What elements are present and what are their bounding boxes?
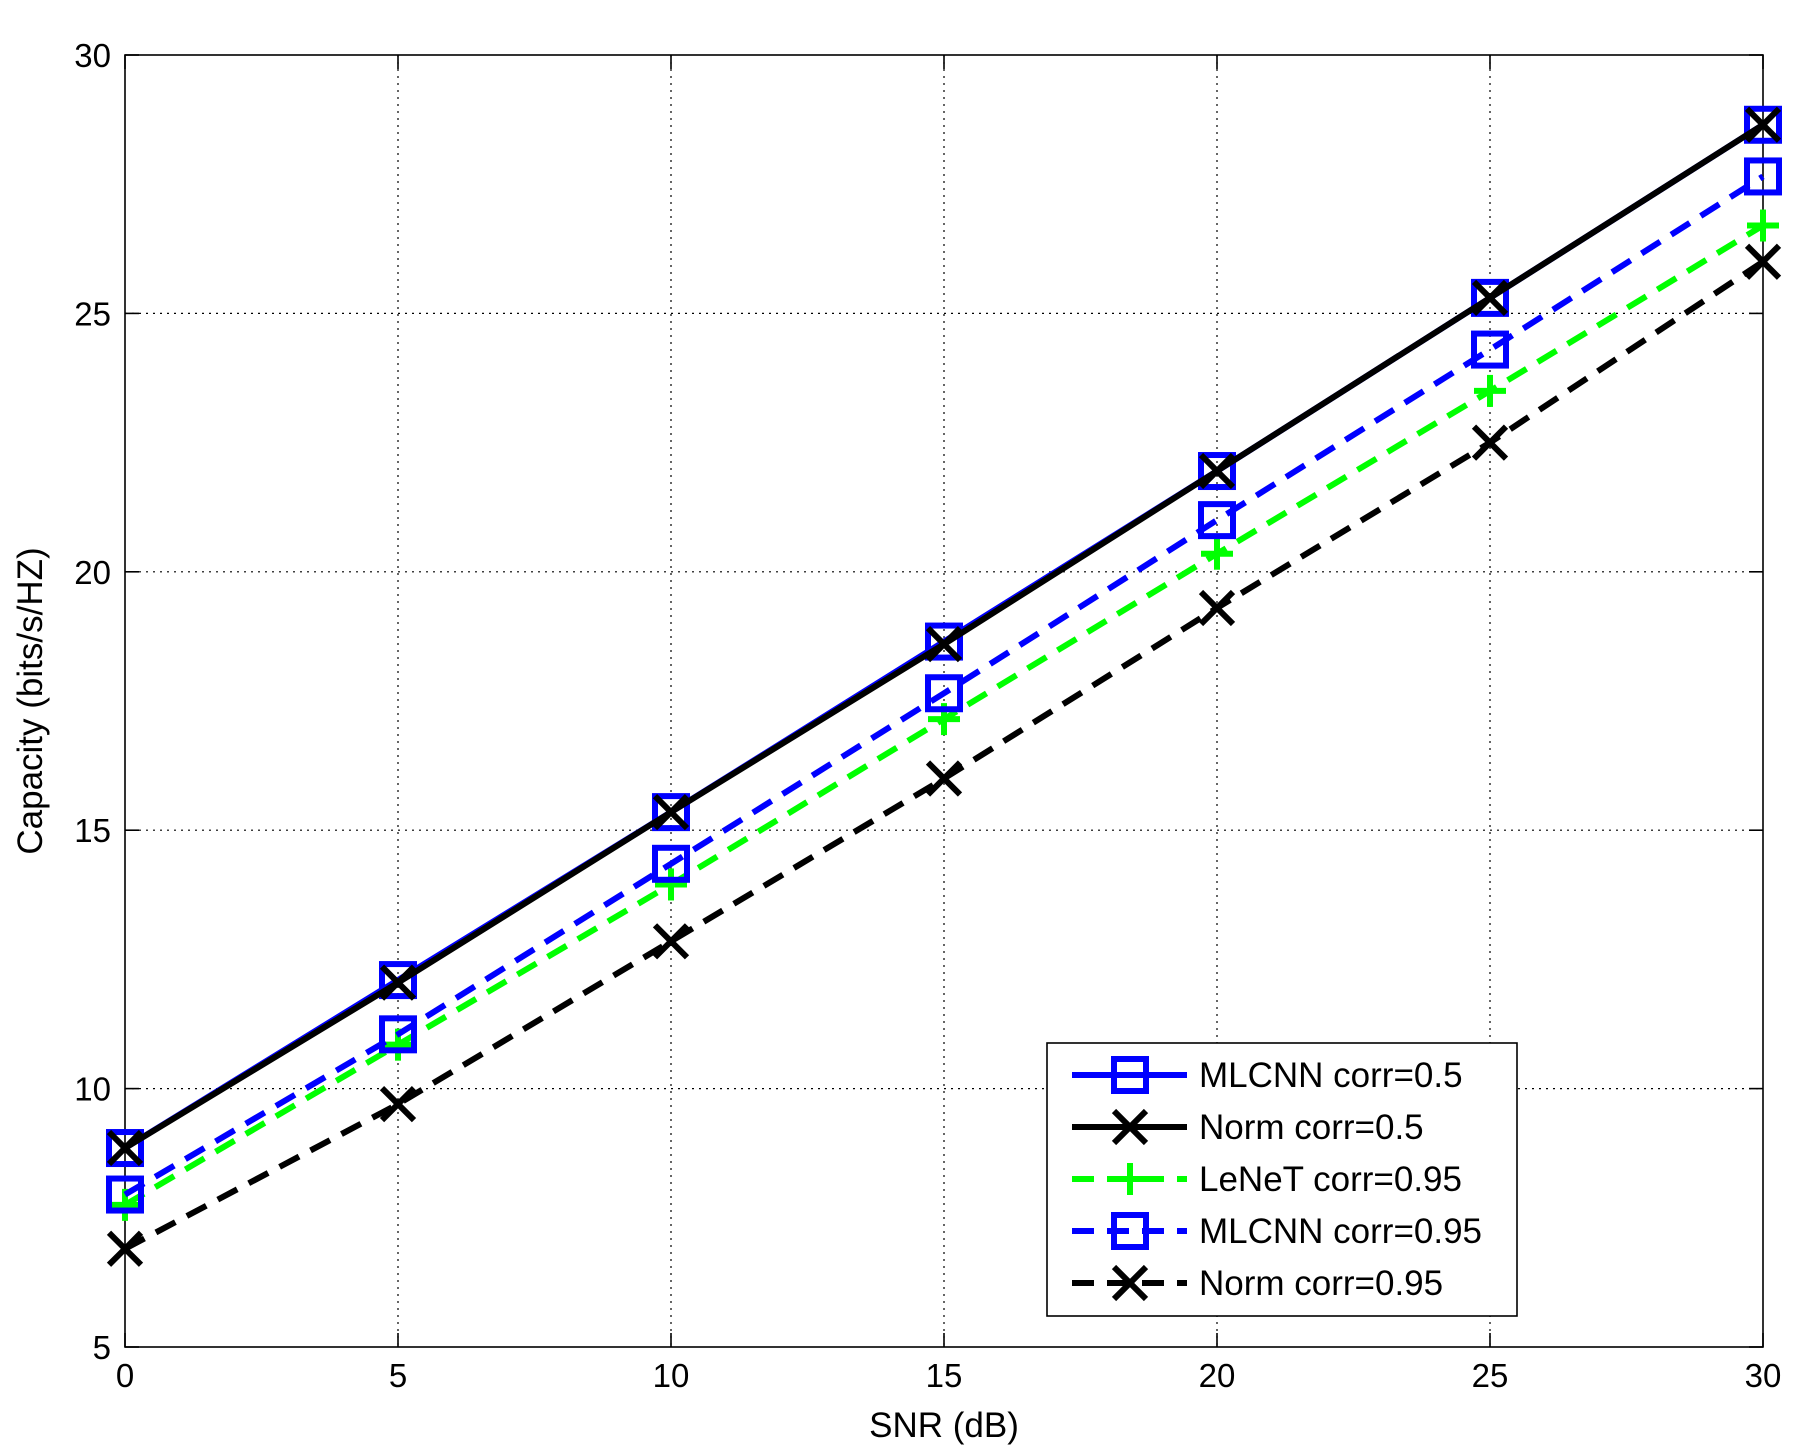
x-tick-label: 25: [1472, 1357, 1509, 1394]
data-point-marker: [1474, 374, 1506, 407]
series-2: [109, 209, 1779, 1221]
data-point-marker: [379, 961, 417, 1000]
legend-label: Norm corr=0.5: [1199, 1108, 1424, 1147]
legend-label: MLCNN corr=0.95: [1199, 1212, 1482, 1251]
data-point-marker: [652, 923, 690, 960]
series-layer: [106, 105, 1782, 1267]
legend-entry: Norm corr=0.95: [1072, 1264, 1443, 1303]
data-point-marker: [106, 1230, 144, 1267]
data-point-marker: [106, 1129, 144, 1167]
data-point-marker: [1198, 589, 1236, 627]
data-point-marker: [1744, 157, 1782, 196]
data-point-marker: [1198, 452, 1236, 491]
data-point-marker: [655, 868, 687, 901]
data-point-marker: [1198, 452, 1236, 490]
y-tick-label: 20: [74, 554, 111, 591]
x-tick-label: 0: [116, 1357, 134, 1394]
legend: MLCNN corr=0.5 Norm corr=0.5 LeNeT corr=0.…: [1046, 1042, 1518, 1317]
data-point-marker: [1201, 537, 1233, 570]
data-point-marker: [1198, 501, 1236, 540]
data-point-marker: [1747, 209, 1779, 242]
data-point-marker: [379, 1015, 417, 1054]
series-1: [106, 106, 1782, 1167]
y-axis-label: Capacity (bits/s/HZ): [11, 547, 50, 854]
y-tick-label: 25: [74, 295, 111, 332]
x-axis-label: SNR (dB): [869, 1406, 1019, 1445]
legend-label: MLCNN corr=0.5: [1199, 1056, 1463, 1095]
data-point-marker: [1471, 424, 1509, 461]
data-point-marker: [652, 793, 690, 832]
x-tick-label: 10: [653, 1357, 690, 1394]
legend-entry: MLCNN corr=0.5: [1072, 1056, 1463, 1095]
legend-label: Norm corr=0.95: [1199, 1264, 1443, 1303]
y-tick-label: 30: [74, 37, 111, 74]
y-tick-label: 15: [74, 812, 111, 849]
y-tick-label: 10: [74, 1071, 111, 1108]
legend-marker-sample: [1114, 1163, 1146, 1195]
data-point-marker: [925, 622, 963, 661]
legend-label: LeNeT corr=0.95: [1199, 1160, 1462, 1199]
data-point-marker: [379, 1085, 417, 1123]
data-point-marker: [379, 964, 417, 1001]
legend-marker-sample: [1111, 1264, 1149, 1302]
x-tick-label: 30: [1745, 1357, 1782, 1394]
data-point-marker: [1471, 278, 1509, 317]
data-point-marker: [1471, 279, 1509, 317]
data-point-marker: [1744, 243, 1782, 280]
x-tick-label: 20: [1199, 1357, 1236, 1394]
data-point-marker: [1744, 105, 1782, 144]
data-point-marker: [106, 1175, 144, 1214]
data-point-marker: [1744, 106, 1782, 143]
data-point-marker: [1471, 330, 1509, 369]
series-line: [123, 173, 1765, 1198]
legend-marker-sample: [1111, 1212, 1149, 1250]
data-point-marker: [925, 674, 963, 713]
data-point-marker: [652, 793, 690, 831]
y-tick-label: 5: [93, 1329, 111, 1366]
legend-marker-sample: [1111, 1056, 1149, 1094]
data-point-marker: [925, 760, 963, 797]
axis-ticks: [124, 54, 1764, 1348]
legend-entry: LeNeT corr=0.95: [1072, 1160, 1462, 1199]
data-point-marker: [925, 626, 963, 663]
x-tick-label: 5: [389, 1357, 407, 1394]
series-3: [106, 157, 1782, 1214]
x-tick-label: 15: [926, 1357, 963, 1394]
legend-entry: Norm corr=0.5: [1072, 1108, 1424, 1147]
series-4: [106, 243, 1782, 1267]
data-point-marker: [106, 1129, 144, 1168]
legend-entry: MLCNN corr=0.95: [1072, 1212, 1482, 1251]
data-point-marker: [652, 844, 690, 883]
legend-marker-sample: [1111, 1108, 1149, 1146]
